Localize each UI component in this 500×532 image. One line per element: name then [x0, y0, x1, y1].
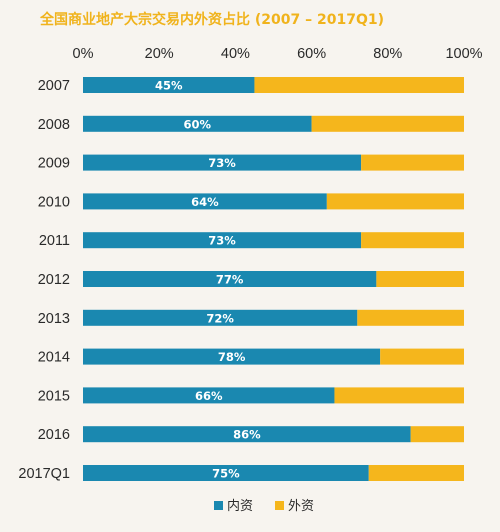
bar-foreign	[326, 193, 464, 210]
x-tick-label: 20%	[145, 46, 174, 62]
data-label: 86%	[233, 428, 261, 442]
bar-foreign	[361, 232, 464, 249]
y-tick-label: 2010	[38, 194, 70, 210]
y-tick-label: 2012	[38, 272, 70, 288]
x-tick-label: 0%	[73, 46, 94, 62]
bar-domestic	[83, 154, 362, 171]
bar-domestic	[83, 271, 377, 287]
y-tick-label: 2011	[39, 233, 70, 249]
bar-foreign	[357, 309, 464, 326]
bar-foreign	[311, 115, 464, 132]
data-label: 45%	[155, 79, 183, 93]
legend-label: 外资	[288, 499, 314, 514]
y-tick-label: 2013	[38, 311, 70, 327]
x-tick-label: 60%	[297, 46, 326, 62]
bar-foreign	[376, 271, 464, 287]
bar-foreign	[334, 387, 464, 404]
bar-domestic	[83, 232, 362, 249]
y-tick-label: 2008	[38, 117, 70, 133]
bar-domestic	[83, 348, 381, 365]
y-axis-ticks: 2007 2008 2009 2010 2011 2012 2013 2014 2015 2016…	[18, 78, 70, 482]
bar-foreign	[254, 77, 464, 93]
bar-domestic	[83, 309, 358, 326]
bar-domestic	[83, 193, 327, 210]
data-labels: 45% 60% 73% 64% 73% 77% 72% 78% 66% 86% 75%	[155, 79, 261, 481]
bar-domestic	[83, 465, 369, 481]
x-tick-label: 100%	[445, 46, 482, 62]
y-tick-label: 2017Q1	[18, 466, 70, 482]
data-label: 75%	[212, 467, 240, 481]
data-label: 73%	[208, 234, 236, 248]
y-tick-label: 2007	[38, 78, 70, 94]
bar-domestic	[83, 426, 411, 443]
data-label: 73%	[208, 156, 236, 170]
bar-foreign	[368, 465, 464, 481]
y-tick-label: 2014	[38, 350, 70, 366]
legend-swatch	[214, 501, 223, 510]
legend-label: 内资	[227, 498, 253, 514]
bar-foreign	[410, 426, 464, 443]
chart-title: 全国商业地产大宗交易内外资占比 (2007 – 2017Q1)	[39, 11, 384, 28]
bar-foreign	[380, 348, 464, 365]
data-label: 77%	[216, 273, 244, 287]
y-tick-label: 2016	[38, 427, 70, 443]
x-axis-ticks: 0% 20% 40% 60% 80% 100%	[73, 46, 483, 62]
data-label: 60%	[184, 117, 212, 131]
bar-domestic	[83, 115, 312, 132]
legend-swatch	[275, 501, 284, 510]
x-tick-label: 80%	[373, 46, 402, 62]
bar-foreign	[361, 154, 464, 171]
y-tick-label: 2015	[38, 388, 70, 404]
data-label: 72%	[206, 311, 234, 325]
bars	[83, 77, 464, 481]
data-label: 66%	[195, 389, 223, 403]
data-label: 64%	[191, 195, 219, 209]
x-tick-label: 40%	[221, 46, 250, 62]
y-tick-label: 2009	[38, 156, 70, 172]
legend: 内资 外资	[214, 498, 314, 514]
bar-domestic	[83, 387, 335, 404]
bar-domestic	[83, 77, 255, 93]
data-label: 78%	[218, 350, 246, 364]
